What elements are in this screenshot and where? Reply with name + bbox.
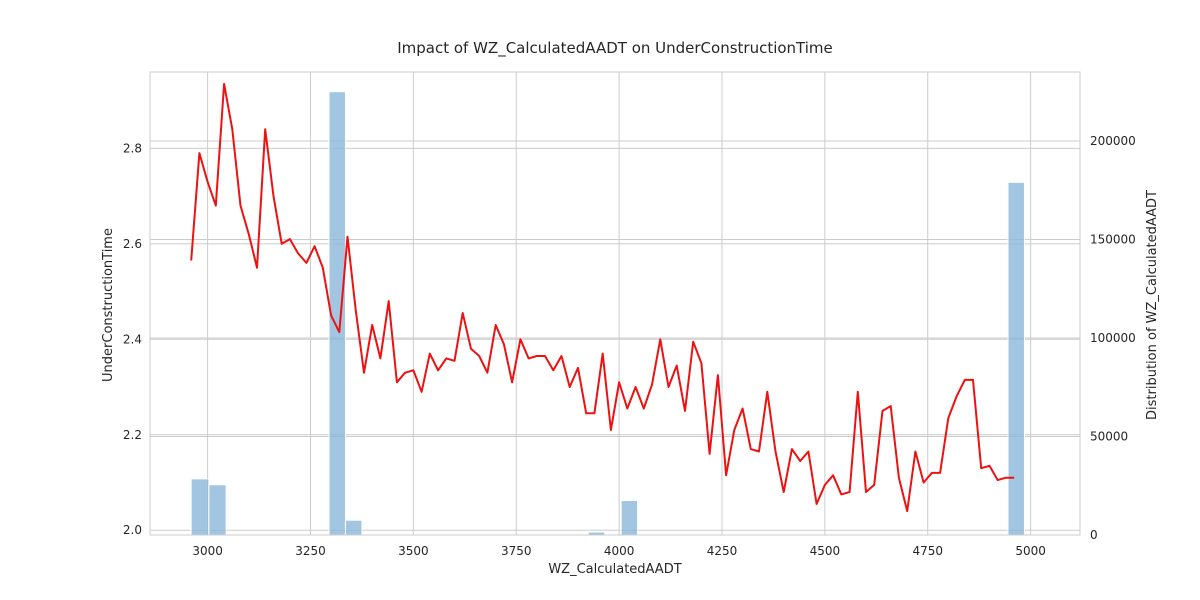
- y2-axis-title: Distribution of WZ_CalculatedAADT: [1145, 190, 1160, 420]
- series-line: [190, 82, 1015, 513]
- x-tick-label: 3750: [501, 544, 532, 558]
- x-tick-label: 4000: [604, 544, 635, 558]
- histogram-bar: [1007, 181, 1025, 536]
- plot-border: [149, 71, 1081, 536]
- y2-tick-label: 200000: [1090, 134, 1136, 148]
- histogram-bar: [190, 478, 210, 536]
- x-tick-label: 5000: [1015, 544, 1046, 558]
- grid: [150, 72, 1080, 536]
- y-tick-label: 2.4: [123, 332, 142, 346]
- y2-tick-label: 100000: [1090, 331, 1136, 345]
- x-axis-title: WZ_CalculatedAADT: [548, 562, 681, 577]
- histogram-bar: [344, 519, 363, 536]
- x-tick-label: 4500: [810, 544, 841, 558]
- y-ticks: 2.0 2.2 2.4 2.6 2.8: [123, 141, 142, 537]
- y-axis-title: UnderConstructionTime: [101, 228, 116, 382]
- histogram-bar: [620, 500, 639, 536]
- chart-title: Impact of WZ_CalculatedAADT on UnderCons…: [397, 39, 833, 58]
- y2-tick-label: 0: [1090, 528, 1098, 542]
- x-tick-label: 4750: [912, 544, 943, 558]
- x-tick-label: 3500: [398, 544, 429, 558]
- y-tick-label: 2.8: [123, 141, 142, 155]
- line-series: [190, 82, 1015, 513]
- x-tick-label: 4250: [707, 544, 738, 558]
- histogram-bars: [190, 91, 1025, 536]
- x-ticks: 3000 3250 3500 3750 4000 4250 4500 4750 5000: [192, 544, 1046, 558]
- y-tick-label: 2.0: [123, 523, 142, 537]
- x-tick-label: 3250: [295, 544, 326, 558]
- histogram-bar: [208, 484, 227, 536]
- plot-frame: [149, 71, 1081, 536]
- y2-tick-label: 150000: [1090, 232, 1136, 246]
- x-tick-label: 3000: [192, 544, 223, 558]
- y2-ticks: 0 50000 100000 150000 200000: [1090, 134, 1136, 542]
- y-tick-label: 2.2: [123, 428, 142, 442]
- y-tick-label: 2.6: [123, 237, 142, 251]
- y2-tick-label: 50000: [1090, 429, 1128, 443]
